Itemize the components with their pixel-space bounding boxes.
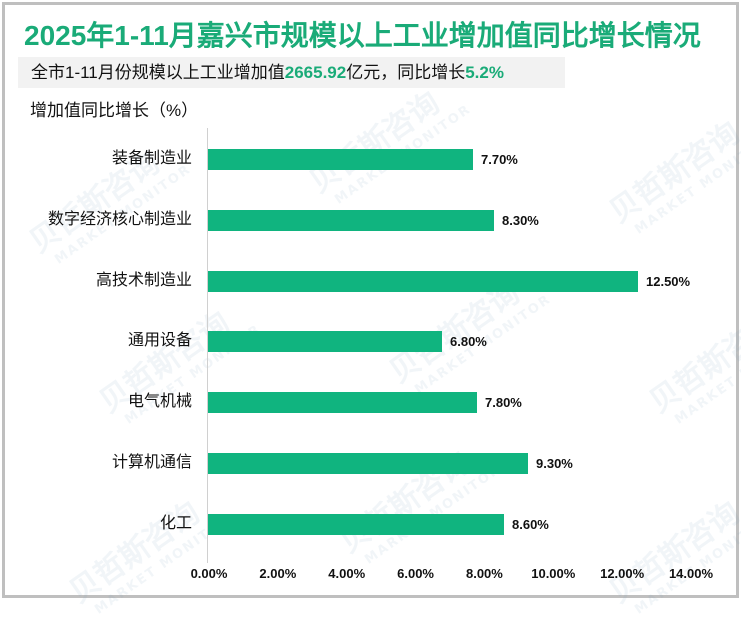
subtitle-growth: 5.2% [465,63,504,82]
category-label: 通用设备 [127,332,192,349]
data-label: 7.80% [485,395,522,410]
chart-frame [2,2,739,598]
category-label: 数字经济核心制造业 [47,211,192,228]
category-axis-line [207,128,208,563]
y-axis-title: 增加值同比增长（%） [30,101,199,120]
x-tick-label: 0.00% [190,566,228,581]
subtitle-value: 2665.92 [284,63,347,82]
x-tick-label: 8.00% [465,566,503,581]
category-label: 高技术制造业 [95,272,192,289]
bar [208,514,504,535]
data-label: 8.60% [512,517,549,532]
chart-title: 2025年1-11月嘉兴市规模以上工业增加值同比增长情况 [24,20,701,51]
category-label: 化工 [159,515,192,532]
bar [208,210,494,231]
x-tick-label: 6.00% [397,566,434,581]
x-tick-label: 4.00% [328,566,366,581]
category-label: 电气机械 [127,393,192,410]
x-tick-label: 10.00% [531,566,576,581]
data-label: 6.80% [450,334,487,349]
bar [208,149,473,170]
subtitle-middle: 亿元，同比增长 [346,63,466,82]
data-label: 12.50% [646,274,691,289]
x-tick-label: 2.00% [259,566,297,581]
data-label: 9.30% [536,456,573,471]
category-label: 装备制造业 [111,150,192,167]
category-label: 计算机通信 [111,454,192,471]
bar [208,271,638,292]
subtitle-prefix: 全市1-11月份规模以上工业增加值 [31,63,285,82]
data-label: 8.30% [502,213,539,228]
data-label: 7.70% [481,152,518,167]
chart-subtitle: 全市1-11月份规模以上工业增加值2665.92亿元，同比增长5.2% [18,57,565,88]
bar [208,331,442,352]
x-tick-label: 14.00% [668,566,714,581]
bar [208,392,477,413]
bar [208,453,528,474]
x-tick-label: 12.00% [600,566,645,581]
